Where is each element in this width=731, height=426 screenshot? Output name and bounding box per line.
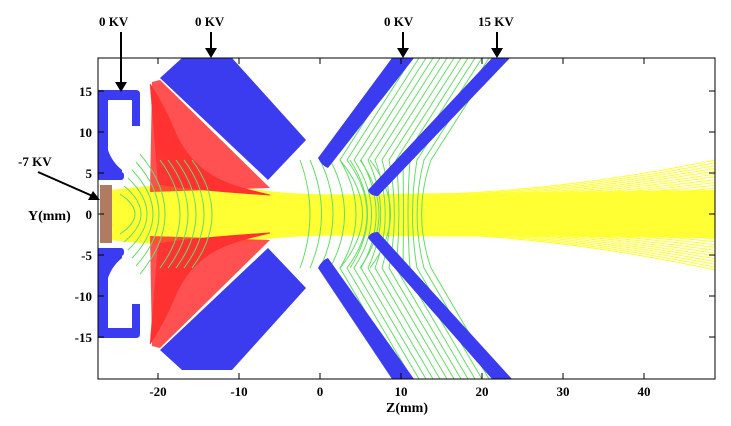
equipotential-contour — [123, 185, 142, 243]
wehnelt-voltage-label: 0 KV — [99, 14, 129, 29]
equipotential-contour — [127, 177, 148, 251]
x-axis-title: Z(mm) — [386, 401, 428, 416]
x-tick-label: -10 — [230, 384, 247, 399]
electrode4-top — [368, 58, 510, 196]
equipotential-contour — [360, 58, 427, 379]
cathode-arrow — [37, 171, 98, 199]
equipotential-contour — [175, 159, 197, 269]
wehnelt-electrode-bottom — [98, 248, 140, 338]
y-tick-label: -10 — [75, 289, 92, 304]
electrode2-top — [160, 58, 306, 180]
electrode3-top — [318, 58, 414, 168]
equipotential-contour — [421, 58, 497, 379]
equipotential-contour — [374, 58, 441, 379]
x-tick-labels: -20 -10 0 10 20 30 40 — [149, 384, 650, 399]
y-tick-label: 5 — [86, 166, 93, 181]
x-tick-label: 10 — [395, 384, 408, 399]
equipotential-contour — [346, 58, 413, 379]
equipotential-contour — [369, 159, 391, 269]
x-tick-label: 30 — [557, 384, 570, 399]
equipotential-contour — [416, 58, 490, 379]
equipotential-contour — [329, 159, 345, 269]
x-tick-label: 40 — [638, 384, 651, 399]
electrode4-arrowhead — [491, 48, 503, 58]
equipotential-contour — [183, 159, 205, 269]
equipotential-contour — [319, 159, 334, 269]
wehnelt-electrode-top — [98, 90, 140, 180]
equipotential-contour — [131, 169, 154, 259]
x-tick-label: 20 — [476, 384, 489, 399]
equipotential-contour — [119, 193, 136, 235]
electrode2-voltage-label: 0 KV — [195, 14, 225, 29]
equipotential-contour — [139, 153, 166, 275]
wehnelt-tip-bottom — [104, 248, 124, 256]
electrode2-arrowhead — [205, 48, 217, 58]
y-tick-labels: 15 10 5 0 -5 -10 -15 — [75, 84, 93, 345]
equipotential-contour — [381, 58, 448, 379]
electrode3-arrowhead — [397, 48, 409, 58]
equipotential-contour — [412, 58, 483, 379]
equipotential-contour — [367, 58, 434, 379]
plot-frame — [97, 57, 716, 380]
axis-ticks — [98, 58, 715, 379]
wehnelt-arrowhead — [115, 82, 127, 92]
y-tick-label: -15 — [75, 330, 93, 345]
wehnelt-tip-top — [104, 172, 124, 180]
y-tick-label: 15 — [79, 84, 93, 99]
electrode2-bottom — [160, 248, 306, 370]
scattered-electron-cloud — [150, 236, 270, 348]
equipotential-contour — [353, 58, 420, 379]
scattered-electron-cloud — [150, 80, 270, 192]
equipotential-contour — [407, 58, 476, 379]
y-axis-title: Y(mm) — [28, 209, 71, 224]
equipotential-contour — [167, 159, 189, 269]
equipotential-contour — [299, 159, 311, 269]
electrode4-bottom — [368, 232, 512, 379]
equipotential-lines — [119, 58, 497, 379]
equipotential-contour — [339, 159, 357, 269]
equipotential-contour — [135, 161, 160, 267]
y-tick-label: -5 — [81, 248, 92, 263]
cathode-voltage-label: -7 KV — [18, 154, 52, 169]
plot-area — [98, 58, 715, 379]
equipotential-contour — [191, 159, 213, 269]
x-tick-label: -20 — [149, 384, 166, 399]
cathode-arrowhead — [88, 191, 100, 200]
electrode4-voltage-label: 15 KV — [478, 14, 514, 29]
equipotential-contour — [339, 58, 406, 379]
y-tick-label: 0 — [86, 207, 93, 222]
electrode3-voltage-label: 0 KV — [384, 14, 414, 29]
equipotential-contour — [159, 159, 181, 269]
cathode — [100, 185, 112, 243]
y-tick-label: 10 — [79, 125, 92, 140]
equipotential-contour — [309, 159, 322, 269]
x-tick-label: 0 — [317, 384, 324, 399]
electrode3-bottom — [318, 258, 414, 379]
equipotential-contour — [388, 58, 455, 379]
scattered-electrons-top — [149, 80, 271, 196]
